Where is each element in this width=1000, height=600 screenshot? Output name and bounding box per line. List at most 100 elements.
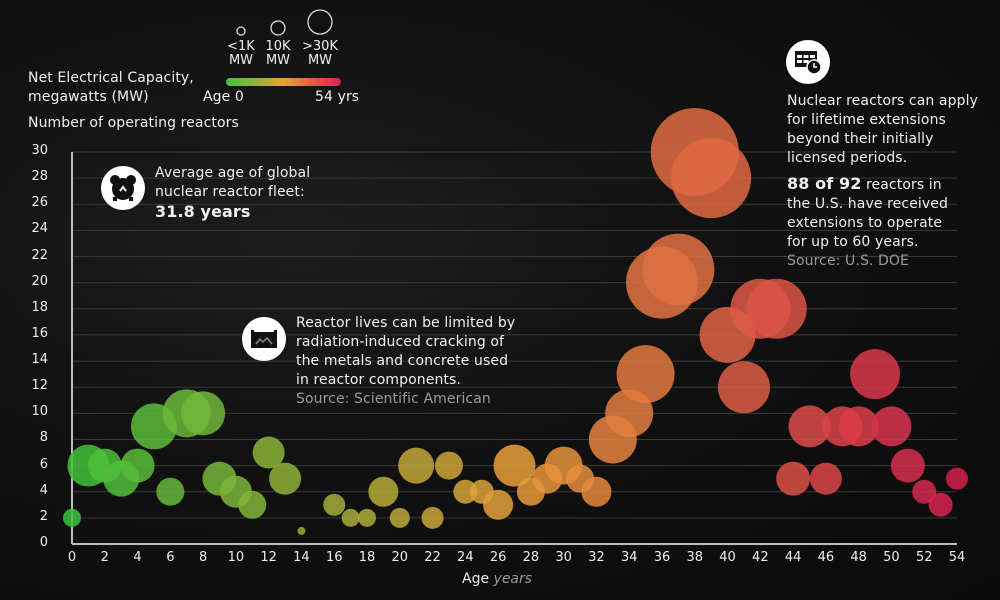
bubble-age-35 xyxy=(616,345,675,404)
cracked-metal-icon xyxy=(242,317,286,361)
bubble-age-43 xyxy=(746,278,807,339)
y-tick-label: 4 xyxy=(39,482,48,498)
bubble-age-44 xyxy=(776,461,811,496)
y-tick-label: 16 xyxy=(31,325,48,341)
x-tick-label: 20 xyxy=(391,550,409,565)
avg-age-value: 31.8 years xyxy=(155,202,251,221)
y-tick-label: 20 xyxy=(31,273,48,289)
legend-size-label-medium: 10K MW xyxy=(265,39,291,68)
legend-size-label-large: >30K MW xyxy=(302,39,338,68)
bubbles xyxy=(63,108,968,535)
x-axis-title: Age years xyxy=(462,571,533,587)
cracking-annotation: Reactor lives can be limited by radiatio… xyxy=(296,315,516,407)
y-tick-label: 26 xyxy=(31,195,48,211)
y-axis-title: Number of operating reactors xyxy=(28,115,239,131)
color-scale-bar xyxy=(226,78,341,86)
x-tick-label: 38 xyxy=(686,550,704,565)
bubble-age-39 xyxy=(671,138,752,219)
bubble-age-41 xyxy=(717,361,770,414)
bubble-age-12 xyxy=(252,436,285,469)
bubble-age-16 xyxy=(323,493,346,516)
x-tick-label: 12 xyxy=(260,550,277,565)
gridlines xyxy=(72,151,957,519)
x-tick-label: 18 xyxy=(358,550,376,565)
x-tick-label: 28 xyxy=(522,550,540,565)
bubble-age-8 xyxy=(181,391,226,436)
x-tick-label: 36 xyxy=(653,550,671,565)
x-tick-label: 34 xyxy=(620,550,638,565)
y-tick-label: 28 xyxy=(31,169,48,185)
x-tick-label: 10 xyxy=(227,550,245,565)
x-tick-label: 2 xyxy=(100,550,109,565)
bubble-age-19 xyxy=(368,476,399,507)
x-tick-label: 30 xyxy=(555,550,572,565)
bubble-age-50 xyxy=(871,406,912,447)
x-tick-label: 14 xyxy=(293,550,310,565)
extensions-annotation: Nuclear reactors can apply for lifetime … xyxy=(787,93,978,269)
bubble-age-11 xyxy=(238,490,267,519)
y-tick-label: 6 xyxy=(39,456,48,472)
bubble-age-54 xyxy=(946,467,968,490)
y-tick-label: 2 xyxy=(39,508,48,524)
bubble-age-37 xyxy=(642,233,715,306)
bubble-age-53 xyxy=(928,492,953,517)
y-tick-label: 0 xyxy=(39,535,48,550)
bubble-age-32 xyxy=(581,476,612,507)
y-tick-label: 14 xyxy=(31,352,48,368)
x-tick-label: 22 xyxy=(424,550,441,565)
bubble-age-17 xyxy=(341,508,360,527)
y-tick-label: 18 xyxy=(31,299,48,315)
legend-size-small xyxy=(236,26,246,36)
cracking-source: Source: Scientific American xyxy=(296,391,491,407)
x-tick-label: 4 xyxy=(133,550,142,565)
bubble-age-23 xyxy=(434,451,463,480)
alarm-clock-icon xyxy=(101,166,145,210)
x-tick-label: 46 xyxy=(817,550,835,565)
bubble-age-51 xyxy=(890,448,925,483)
y-tick-label: 30 xyxy=(31,143,48,158)
legend-size-large xyxy=(307,9,333,35)
x-tick-label: 32 xyxy=(588,550,605,565)
legend-size-medium xyxy=(270,20,286,36)
x-tick-label: 26 xyxy=(489,550,507,565)
bubble-age-27 xyxy=(493,444,536,487)
bubble-age-4 xyxy=(120,448,155,483)
x-tick-label: 8 xyxy=(198,550,208,565)
legend-size-title: Net Electrical Capacity, megawatts (MW) xyxy=(28,70,194,105)
x-tick-label: 0 xyxy=(67,550,77,565)
y-tick-label: 8 xyxy=(39,430,48,446)
bubble-age-13 xyxy=(269,462,302,495)
x-tick-label: 52 xyxy=(915,550,933,565)
avg-age-annotation: Average age of global nuclear reactor fl… xyxy=(155,165,311,221)
bubble-age-45 xyxy=(788,405,831,448)
y-tick-label: 12 xyxy=(31,378,48,394)
legend-size-label-small: <1K MW xyxy=(227,39,255,68)
x-tick-label: 44 xyxy=(784,550,802,565)
bubble-age-20 xyxy=(389,507,410,528)
x-tick-label: 54 xyxy=(948,550,966,565)
y-tick-label: 24 xyxy=(31,221,48,237)
extensions-count: 88 of 92 xyxy=(787,174,862,193)
x-tick-label: 50 xyxy=(883,550,900,565)
x-tick-label: 42 xyxy=(752,550,769,565)
x-tick-label: 16 xyxy=(325,550,343,565)
bubble-age-14 xyxy=(297,526,306,535)
bubble-age-6 xyxy=(156,477,185,506)
bubble-age-26 xyxy=(483,489,514,520)
bubble-age-22 xyxy=(421,506,444,529)
y-tick-label: 22 xyxy=(31,247,48,263)
legend-color-max-label: 54 yrs xyxy=(315,89,360,105)
extensions-source: Source: U.S. DOE xyxy=(787,253,909,269)
bubble-age-52 xyxy=(912,479,937,504)
x-tick-label: 24 xyxy=(457,550,474,565)
bubble-age-18 xyxy=(358,508,376,527)
x-tick-label: 48 xyxy=(850,550,867,565)
bubble-age-21 xyxy=(398,447,435,484)
bubble-age-0 xyxy=(63,508,81,527)
x-tick-label: 6 xyxy=(166,550,175,565)
calendar-clock-icon xyxy=(786,40,830,84)
legend-color-min-label: Age 0 xyxy=(203,89,244,105)
y-tick-label: 10 xyxy=(31,404,48,420)
bubble-age-49 xyxy=(850,349,901,400)
